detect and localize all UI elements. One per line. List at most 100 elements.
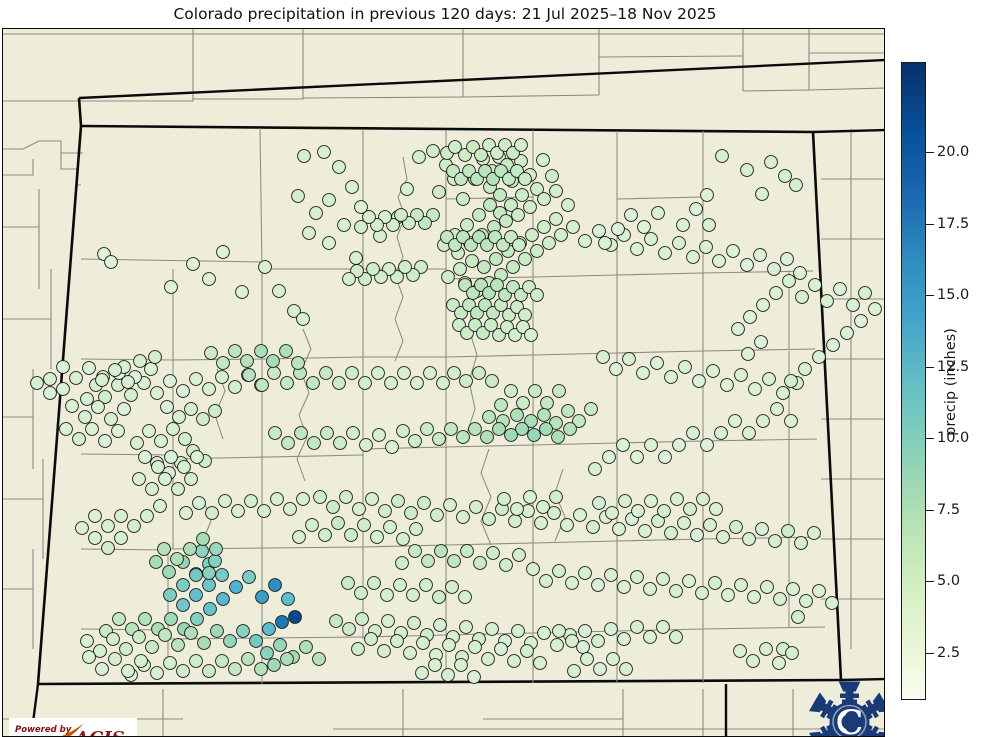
station-marker <box>504 384 518 398</box>
station-marker <box>112 612 126 626</box>
station-marker <box>121 375 135 389</box>
station-marker <box>408 544 422 558</box>
station-marker <box>537 626 551 640</box>
station-marker <box>740 163 754 177</box>
station-marker <box>731 322 745 336</box>
station-marker <box>444 422 458 436</box>
station-marker <box>759 642 773 656</box>
colorbar-axis-label-text: precip (inches) <box>943 328 959 436</box>
station-marker <box>223 634 237 648</box>
station-marker <box>229 580 243 594</box>
station-marker <box>134 654 148 668</box>
station-marker <box>477 260 491 274</box>
station-marker <box>215 654 229 668</box>
station-marker <box>354 200 368 214</box>
station-marker <box>511 624 525 638</box>
station-marker <box>612 522 626 536</box>
station-marker <box>306 376 320 390</box>
station-marker <box>216 245 230 259</box>
station-marker <box>742 426 756 440</box>
station-marker <box>202 664 216 678</box>
colorbar[interactable]: 20.0 17.5 15.0 12.5 10.0 7.5 5.0 2.5 precip (in… <box>899 60 997 705</box>
station-marker <box>309 206 323 220</box>
station-marker <box>203 602 217 616</box>
station-marker <box>164 450 178 464</box>
station-marker <box>216 592 230 606</box>
station-marker <box>177 460 191 474</box>
station-marker <box>408 434 422 448</box>
station-marker <box>721 588 735 602</box>
station-marker <box>854 314 868 328</box>
station-marker <box>91 400 105 414</box>
station-marker <box>507 654 521 668</box>
station-marker <box>474 148 488 162</box>
station-marker <box>432 432 446 446</box>
station-marker <box>117 402 131 416</box>
station-marker <box>456 430 470 444</box>
station-marker <box>333 436 347 450</box>
station-marker <box>228 662 242 676</box>
station-marker <box>734 578 748 592</box>
station-marker <box>784 414 798 428</box>
station-marker <box>664 526 678 540</box>
station-marker <box>683 502 697 516</box>
station-marker <box>514 138 528 152</box>
station-marker <box>799 594 813 608</box>
station-marker <box>741 347 755 361</box>
station-marker <box>456 510 470 524</box>
station-marker <box>202 578 216 592</box>
station-marker <box>443 498 457 512</box>
station-marker <box>565 634 579 648</box>
station-marker <box>148 350 162 364</box>
station-marker <box>510 408 524 422</box>
station-marker <box>43 372 57 386</box>
station-marker <box>550 638 564 652</box>
station-marker <box>318 528 332 542</box>
station-marker <box>241 652 255 666</box>
station-marker <box>367 576 381 590</box>
station-marker <box>80 392 94 406</box>
station-marker <box>611 222 625 236</box>
station-marker <box>216 356 230 370</box>
station-marker <box>480 430 494 444</box>
station-marker <box>703 518 717 532</box>
station-marker <box>344 528 358 542</box>
station-marker <box>164 612 178 626</box>
station-marker <box>433 618 447 632</box>
colorbar-tick-mark-3 <box>926 367 934 368</box>
station-marker <box>119 642 133 656</box>
station-marker <box>643 630 657 644</box>
station-marker <box>138 450 152 464</box>
station-marker <box>106 632 120 646</box>
station-marker <box>644 438 658 452</box>
station-marker <box>472 208 486 222</box>
station-marker <box>228 380 242 394</box>
station-marker <box>255 590 269 604</box>
station-marker <box>549 212 563 226</box>
acis-acronym: ACIS <box>73 728 125 737</box>
station-marker <box>189 568 203 582</box>
station-marker <box>617 632 631 646</box>
county-lines-outside <box>3 29 884 736</box>
station-marker <box>151 460 165 474</box>
station-marker <box>124 388 138 402</box>
station-marker <box>482 410 496 424</box>
station-marker <box>468 422 482 436</box>
station-marker <box>236 624 250 638</box>
station-marker <box>486 546 500 560</box>
station-marker <box>576 640 590 654</box>
station-marker <box>377 644 391 658</box>
station-marker <box>536 153 550 167</box>
station-marker <box>210 624 224 638</box>
station-marker <box>352 502 366 516</box>
station-marker <box>254 344 268 358</box>
colorbar-tick-mark-5 <box>926 510 934 511</box>
station-marker <box>493 188 507 202</box>
station-marker <box>412 150 426 164</box>
map-panel[interactable]: Powered by ACIS Regional Climate Centers <box>2 28 885 737</box>
station-marker <box>209 542 223 556</box>
colorbar-tick-label-3: 12.5 <box>937 359 970 375</box>
station-marker <box>606 652 620 666</box>
station-marker <box>700 188 714 202</box>
station-marker <box>773 592 787 606</box>
